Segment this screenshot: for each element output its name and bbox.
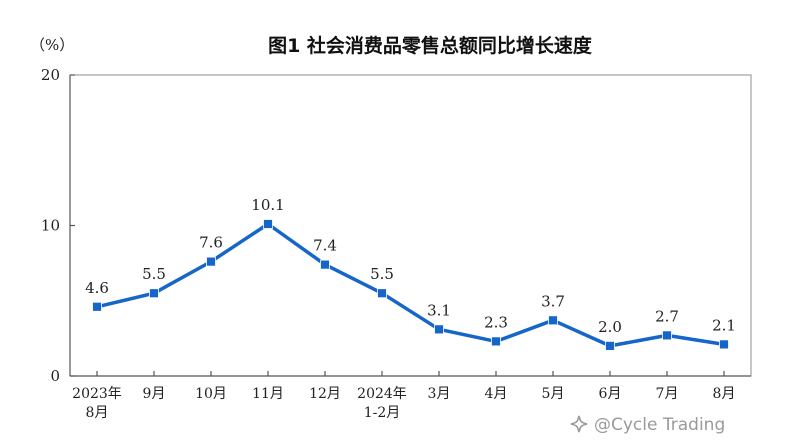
- series-line: [96, 222, 725, 348]
- plot-frame: [69, 74, 752, 377]
- x-tick-label: 6月: [599, 386, 622, 402]
- data-point-marker: [263, 219, 273, 229]
- x-tick-label: 8月: [713, 386, 736, 402]
- x-tick-label: 7月: [656, 386, 679, 402]
- data-point-marker: [491, 336, 501, 347]
- data-point-marker: [149, 288, 159, 299]
- x-tick-label: 12月: [309, 386, 341, 402]
- x-tick-label: 5月: [542, 386, 565, 402]
- data-markers: [92, 219, 729, 351]
- data-point-marker: [662, 330, 672, 341]
- data-value-label: 10.1: [251, 196, 284, 214]
- data-value-label: 5.5: [370, 265, 394, 283]
- x-ticks: 2023年 8月 9月 10月 11月 12月 2024年 1-2月 3月 4月 5月 6月 7月 8月: [72, 371, 735, 421]
- data-value-label: 2.7: [655, 307, 679, 325]
- x-tick-label: 11月: [252, 386, 284, 402]
- data-point-marker: [92, 301, 102, 312]
- x-tick-label: 3月: [428, 386, 451, 402]
- y-tick-label: 10: [41, 217, 60, 235]
- data-value-label: 3.1: [427, 301, 451, 319]
- x-tick-label: 10月: [195, 386, 227, 402]
- x-tick-label: 4月: [485, 386, 508, 402]
- data-point-marker: [320, 259, 330, 270]
- data-point-marker: [434, 324, 444, 335]
- data-value-label: 3.7: [541, 292, 565, 310]
- x-tick-label: 2023年 8月: [72, 386, 122, 421]
- x-tick-label: 9月: [143, 386, 166, 402]
- watermark: @Cycle Trading: [570, 415, 725, 435]
- y-unit-label: （%）: [30, 36, 74, 54]
- data-value-label: 7.4: [313, 237, 337, 255]
- x-tick-label: 2024年 1-2月: [357, 386, 407, 421]
- data-value-label: 7.6: [199, 234, 223, 252]
- data-point-marker: [377, 288, 387, 299]
- data-value-label: 2.1: [712, 316, 736, 334]
- data-value-label: 5.5: [142, 265, 166, 283]
- chart-title: 图1 社会消费品零售总额同比增长速度: [268, 34, 593, 57]
- sparkle-icon: [570, 415, 588, 433]
- y-tick-label: 20: [41, 66, 60, 84]
- data-point-marker: [605, 340, 615, 351]
- data-point-marker: [719, 339, 729, 350]
- data-value-label: 4.6: [85, 279, 109, 297]
- data-labels: 4.6 5.5 7.6 10.1 7.4 5.5 3.1 2.3 3.7 2.0 2.7 2.1: [85, 196, 736, 336]
- data-point-marker: [206, 256, 216, 267]
- y-tick-label: 0: [50, 367, 60, 385]
- watermark-text: @Cycle Trading: [594, 415, 725, 435]
- y-ticks: 0 10 20: [41, 66, 75, 385]
- data-value-label: 2.3: [484, 313, 508, 331]
- data-point-marker: [548, 315, 558, 326]
- data-value-label: 2.0: [598, 318, 622, 336]
